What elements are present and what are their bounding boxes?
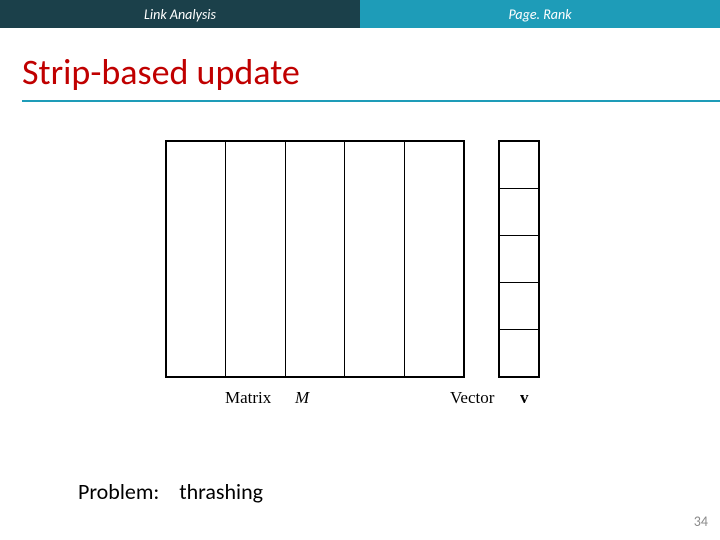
tab-left-label: Link Analysis bbox=[144, 6, 216, 23]
matrix-m bbox=[165, 140, 465, 378]
vector-cell bbox=[500, 283, 538, 330]
vector-caption-word: Vector bbox=[450, 388, 494, 408]
matrix-strip bbox=[286, 142, 345, 376]
matrix-strip bbox=[226, 142, 285, 376]
vector-caption-symbol: v bbox=[520, 388, 529, 408]
problem-label: Problem: bbox=[78, 478, 159, 505]
slide-title: Strip-based update bbox=[22, 50, 720, 94]
problem-line: Problem: thrashing bbox=[78, 478, 263, 505]
matrix-caption-symbol: M bbox=[295, 388, 309, 408]
matrix-strip bbox=[167, 142, 226, 376]
tab-right-label: Page. Rank bbox=[508, 6, 571, 23]
matrix-strip bbox=[405, 142, 463, 376]
tab-pagerank: Page. Rank bbox=[360, 0, 720, 28]
slide: Link Analysis Page. Rank Strip-based upd… bbox=[0, 0, 720, 540]
matrix-strip bbox=[345, 142, 404, 376]
title-underline bbox=[22, 100, 720, 102]
diagram: Matrix M Vector v bbox=[0, 140, 720, 430]
tab-link-analysis: Link Analysis bbox=[0, 0, 360, 28]
problem-text: thrashing bbox=[179, 478, 263, 505]
matrix-caption-word: Matrix bbox=[225, 388, 271, 408]
header-tabs: Link Analysis Page. Rank bbox=[0, 0, 720, 28]
vector-cell bbox=[500, 189, 538, 236]
title-area: Strip-based update bbox=[0, 28, 720, 102]
vector-cell bbox=[500, 330, 538, 376]
page-number: 34 bbox=[694, 513, 708, 530]
vector-cell bbox=[500, 142, 538, 189]
vector-cell bbox=[500, 236, 538, 283]
vector-v bbox=[498, 140, 540, 378]
